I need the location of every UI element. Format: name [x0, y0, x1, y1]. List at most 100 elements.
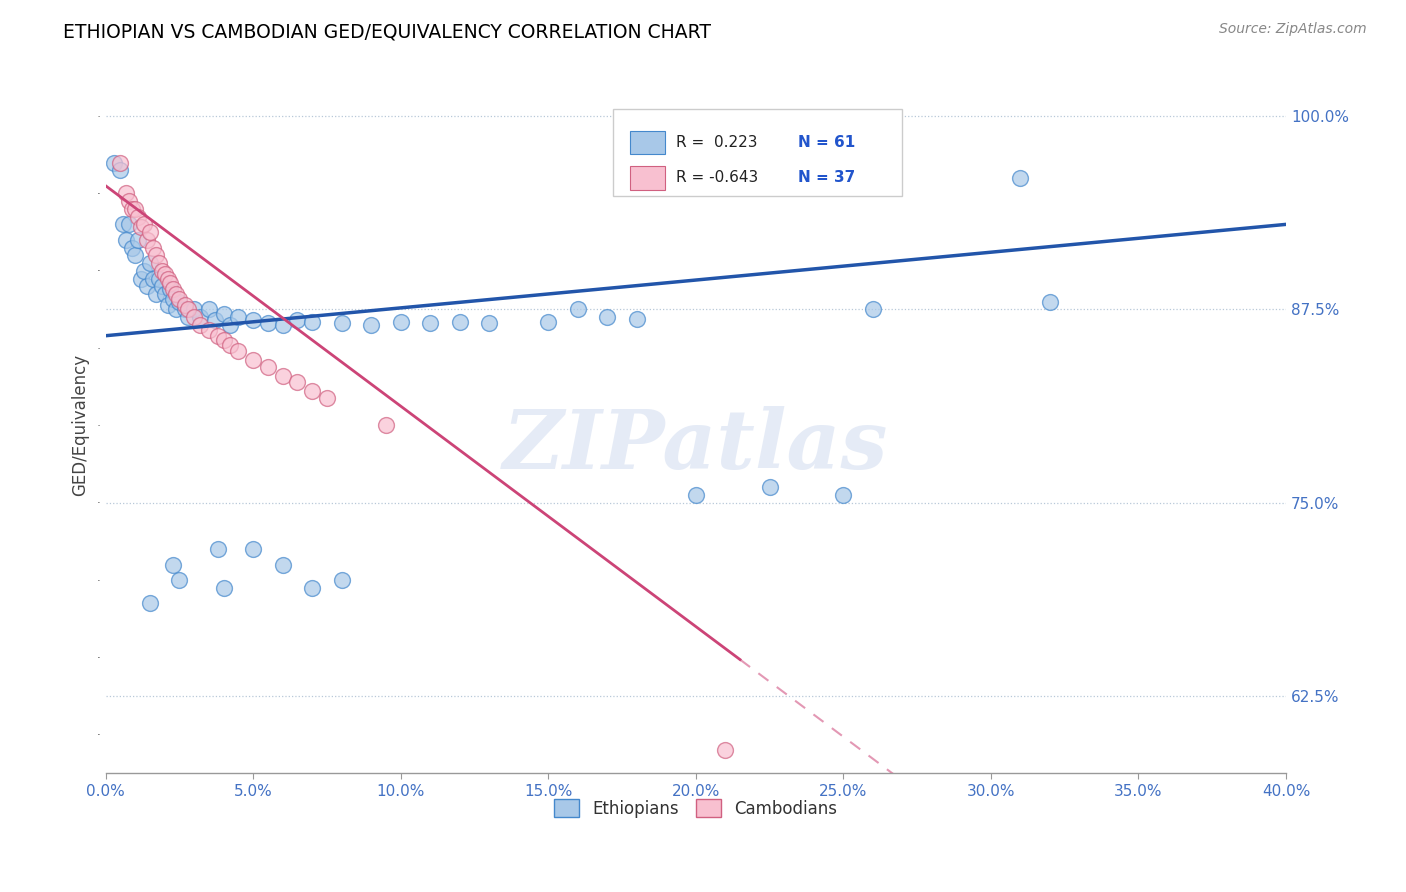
Point — [301, 384, 323, 399]
Point — [132, 264, 155, 278]
Point — [110, 155, 132, 169]
Point — [153, 267, 176, 281]
Point — [127, 210, 149, 224]
Point — [287, 375, 309, 389]
Point — [330, 573, 353, 587]
Point — [142, 241, 165, 255]
Point — [212, 581, 235, 595]
Point — [169, 573, 191, 587]
Point — [685, 488, 707, 502]
Point — [218, 318, 240, 332]
Point — [127, 233, 149, 247]
Point — [389, 315, 412, 329]
Point — [242, 313, 264, 327]
Point — [177, 302, 200, 317]
Point — [242, 542, 264, 557]
Point — [198, 322, 221, 336]
Point — [1010, 171, 1032, 186]
Point — [135, 233, 157, 247]
Text: ZIPatlas: ZIPatlas — [503, 407, 889, 486]
Point — [150, 264, 173, 278]
Point — [271, 558, 294, 572]
Point — [174, 302, 197, 317]
Text: ETHIOPIAN VS CAMBODIAN GED/EQUIVALENCY CORRELATION CHART: ETHIOPIAN VS CAMBODIAN GED/EQUIVALENCY C… — [63, 22, 711, 41]
Point — [159, 276, 181, 290]
Point — [156, 271, 179, 285]
Point — [156, 298, 179, 312]
Point — [148, 256, 170, 270]
Text: Source: ZipAtlas.com: Source: ZipAtlas.com — [1219, 22, 1367, 37]
Point — [596, 310, 619, 325]
Point — [159, 282, 181, 296]
Point — [129, 271, 152, 285]
Point — [271, 318, 294, 332]
Point — [198, 302, 221, 317]
Point — [139, 256, 162, 270]
Point — [315, 391, 337, 405]
Point — [118, 194, 141, 209]
Point — [228, 310, 250, 325]
Point — [449, 315, 471, 329]
Point — [165, 302, 187, 317]
Text: R =  0.223: R = 0.223 — [676, 136, 758, 150]
Point — [121, 241, 143, 255]
Point — [758, 480, 780, 494]
Point — [1039, 294, 1062, 309]
Point — [183, 302, 205, 317]
Point — [212, 307, 235, 321]
Point — [257, 359, 280, 374]
Point — [177, 310, 200, 325]
Point — [112, 218, 135, 232]
Point — [207, 542, 229, 557]
Text: N = 61: N = 61 — [799, 136, 856, 150]
Point — [330, 317, 353, 331]
Text: R = -0.643: R = -0.643 — [676, 170, 758, 186]
Point — [103, 155, 125, 169]
Point — [257, 317, 280, 331]
Point — [139, 225, 162, 239]
Point — [228, 344, 250, 359]
Point — [188, 318, 211, 332]
Point — [207, 328, 229, 343]
Point — [139, 596, 162, 610]
Point — [169, 294, 191, 309]
Point — [626, 311, 648, 326]
Point — [162, 282, 184, 296]
Point — [360, 318, 382, 332]
Point — [150, 279, 173, 293]
Point — [169, 292, 191, 306]
Point — [115, 233, 138, 247]
Point — [145, 248, 167, 262]
Point — [118, 218, 141, 232]
Point — [148, 271, 170, 285]
Point — [537, 315, 560, 329]
Point — [129, 220, 152, 235]
Point — [132, 218, 155, 232]
Point — [124, 248, 146, 262]
Point — [287, 313, 309, 327]
Point — [142, 271, 165, 285]
Point — [218, 338, 240, 352]
Point — [212, 334, 235, 348]
Point — [115, 186, 138, 201]
Point — [374, 418, 396, 433]
Text: N = 37: N = 37 — [799, 170, 856, 186]
Legend: Ethiopians, Cambodians: Ethiopians, Cambodians — [547, 793, 844, 824]
Point — [110, 163, 132, 178]
Point — [301, 581, 323, 595]
Point — [478, 317, 501, 331]
Point — [153, 287, 176, 301]
Point — [162, 292, 184, 306]
Y-axis label: GED/Equivalency: GED/Equivalency — [72, 354, 89, 497]
Point — [271, 368, 294, 383]
Point — [145, 287, 167, 301]
Point — [204, 313, 226, 327]
Point — [135, 279, 157, 293]
Point — [165, 287, 187, 301]
Point — [121, 202, 143, 216]
FancyBboxPatch shape — [630, 166, 665, 190]
Point — [862, 302, 884, 317]
Point — [242, 353, 264, 368]
Point — [183, 310, 205, 325]
FancyBboxPatch shape — [630, 131, 665, 154]
